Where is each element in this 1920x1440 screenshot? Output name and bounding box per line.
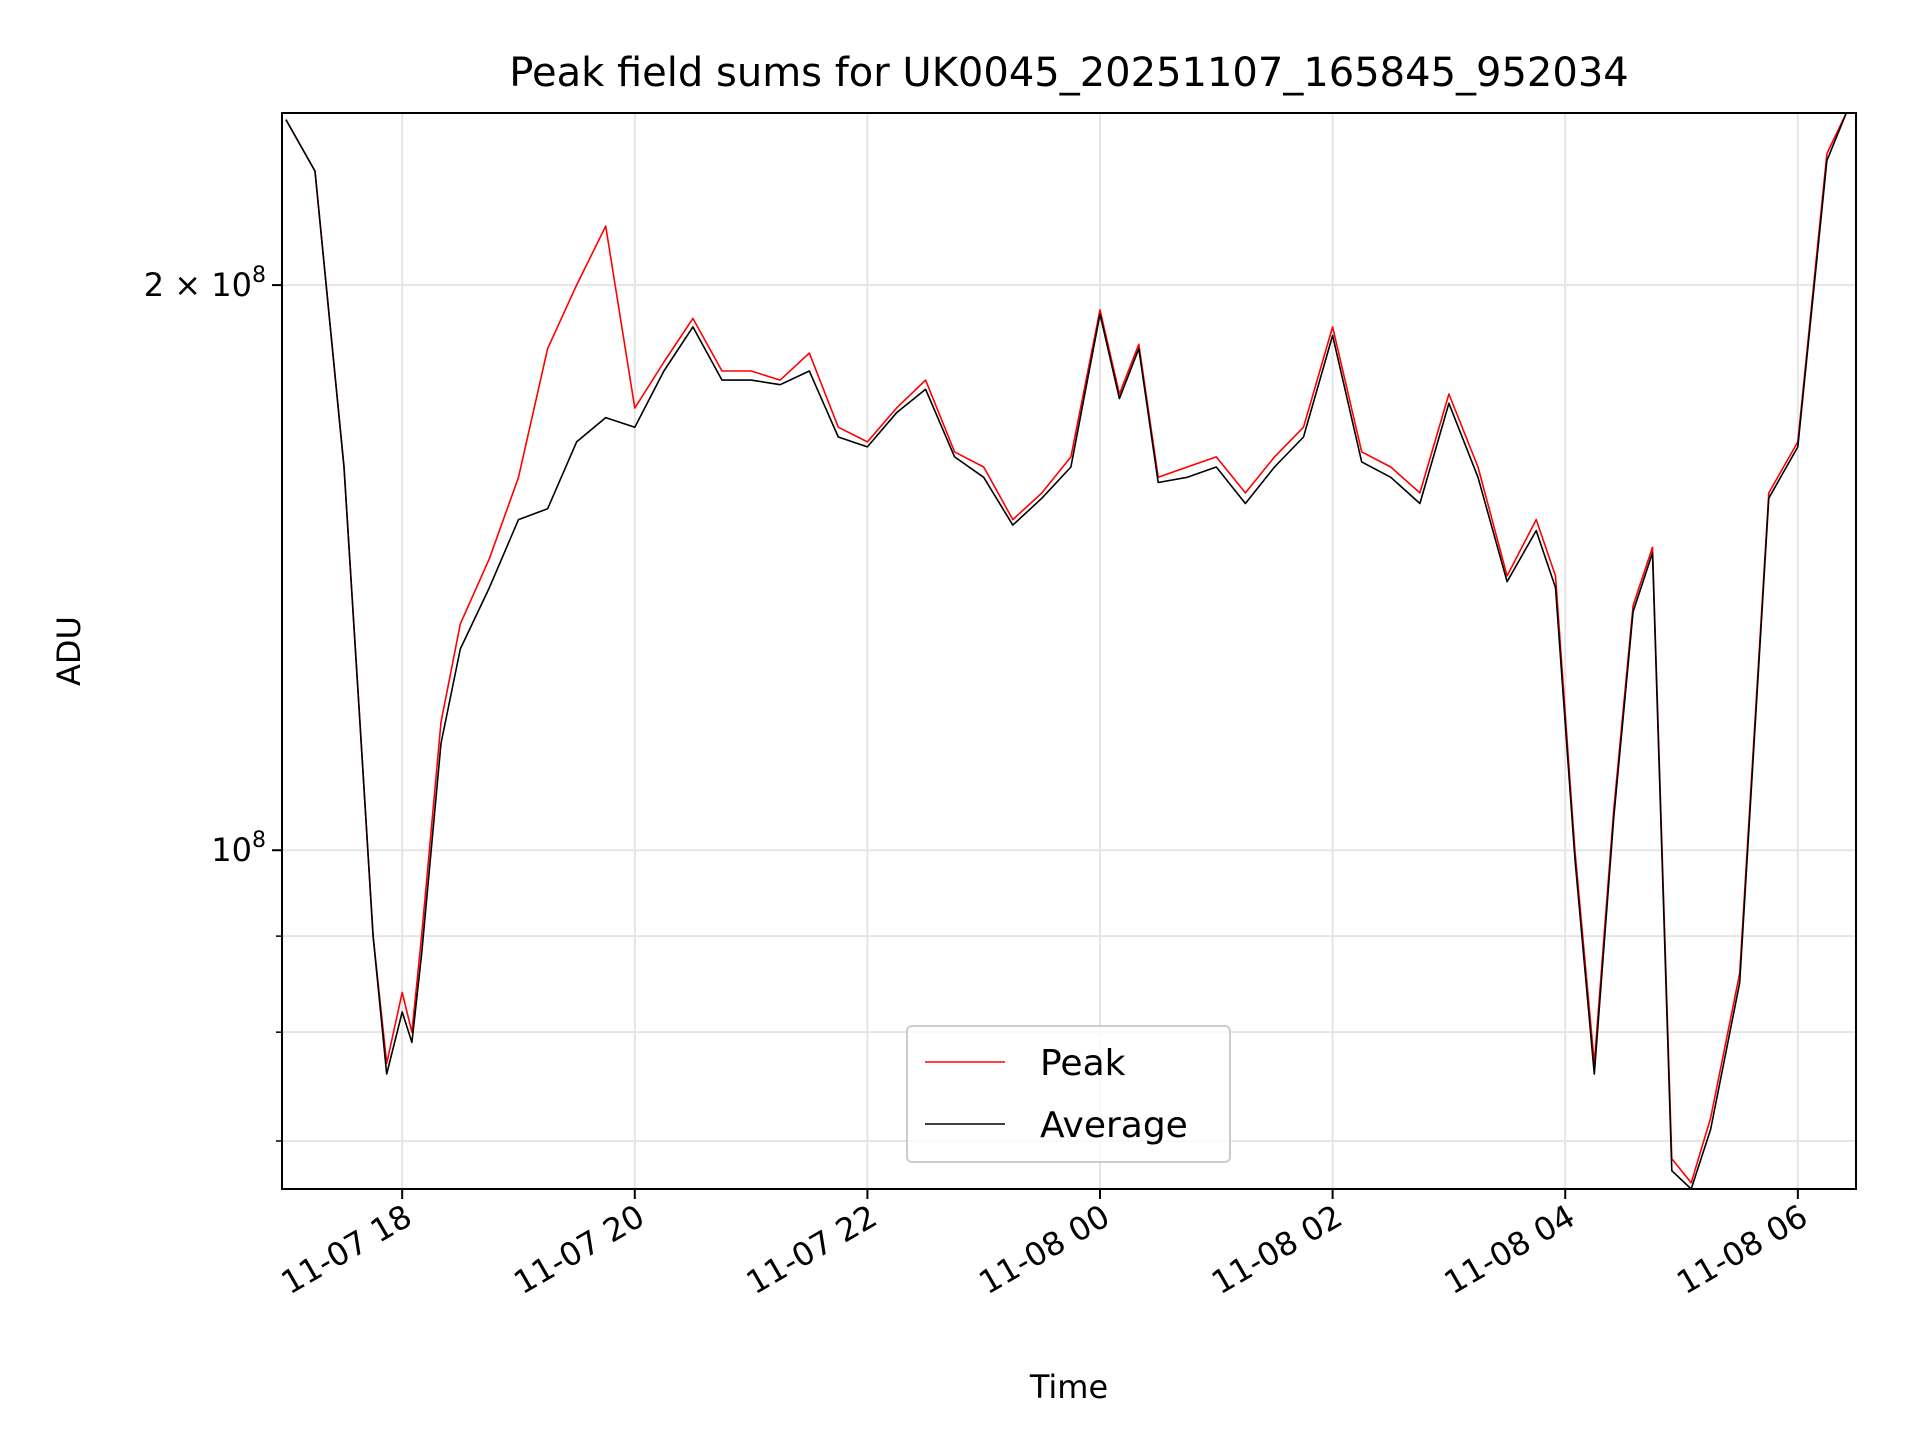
- legend-label-peak: Peak: [1040, 1043, 1126, 1084]
- grid-lines: [282, 113, 1856, 1189]
- series-line-average: [285, 112, 1848, 1190]
- x-axis-title: Time: [1029, 1368, 1108, 1406]
- legend-box: [906, 1025, 1231, 1163]
- y-axis-title: ADU: [50, 616, 88, 686]
- series-layer: [285, 112, 1848, 1190]
- plot-area-frame: [281, 112, 1857, 1190]
- y-tick-label: 108: [211, 828, 266, 869]
- y-tick-label: 2 × 108: [144, 263, 266, 304]
- y-axis-ticks: 108 2 × 108: [144, 263, 282, 1142]
- legend: Peak Average: [906, 1025, 1231, 1163]
- legend-label-average: Average: [1040, 1105, 1188, 1146]
- chart-title: Peak field sums for UK0045_20251107_1658…: [509, 50, 1628, 96]
